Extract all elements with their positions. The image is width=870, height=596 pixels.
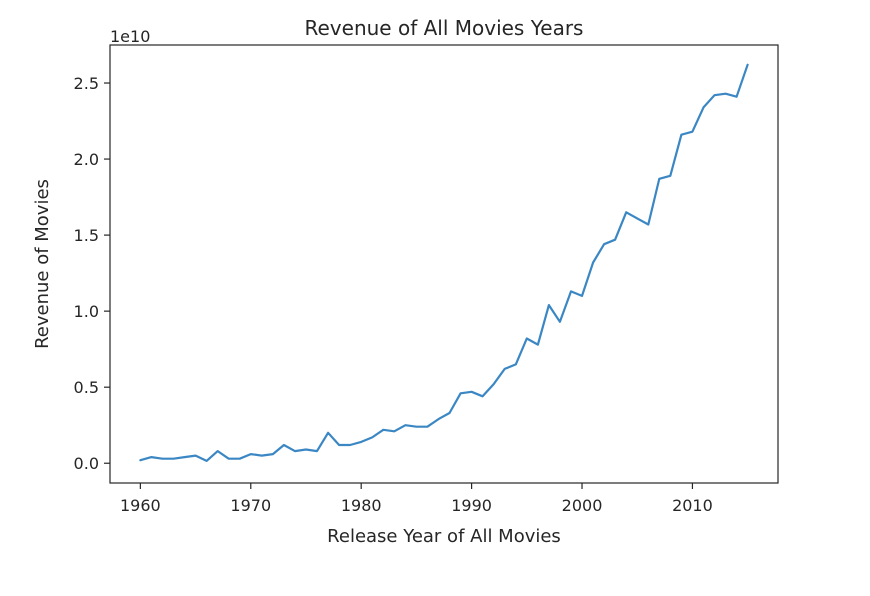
x-tick-label: 1960 — [120, 496, 161, 515]
x-tick-label: 1990 — [451, 496, 492, 515]
x-tick-label: 2000 — [562, 496, 603, 515]
plot-frame — [109, 44, 779, 484]
chart-title: Revenue of All Movies Years — [305, 16, 584, 40]
y-tick-label: 1.5 — [74, 226, 99, 245]
x-axis-label: Release Year of All Movies — [327, 526, 561, 547]
y-tick-label: 1.0 — [74, 302, 99, 321]
y-tick-label: 2.5 — [74, 74, 99, 93]
x-tick-label: 2010 — [672, 496, 713, 515]
y-tick-label: 0.0 — [74, 454, 99, 473]
x-axis-ticks: 1960 1970 1980 1990 2000 2010 — [120, 483, 713, 515]
revenue-series-line — [139, 63, 749, 462]
y-tick-label: 2.0 — [74, 150, 99, 169]
x-tick-label: 1970 — [230, 496, 271, 515]
y-offset-text: 1e10 — [110, 27, 150, 46]
y-axis-label: Revenue of Movies — [32, 179, 53, 349]
y-axis-ticks: 0.0 0.5 1.0 1.5 2.0 2.5 — [74, 74, 110, 473]
x-tick-label: 1980 — [341, 496, 382, 515]
y-tick-label: 0.5 — [74, 378, 99, 397]
